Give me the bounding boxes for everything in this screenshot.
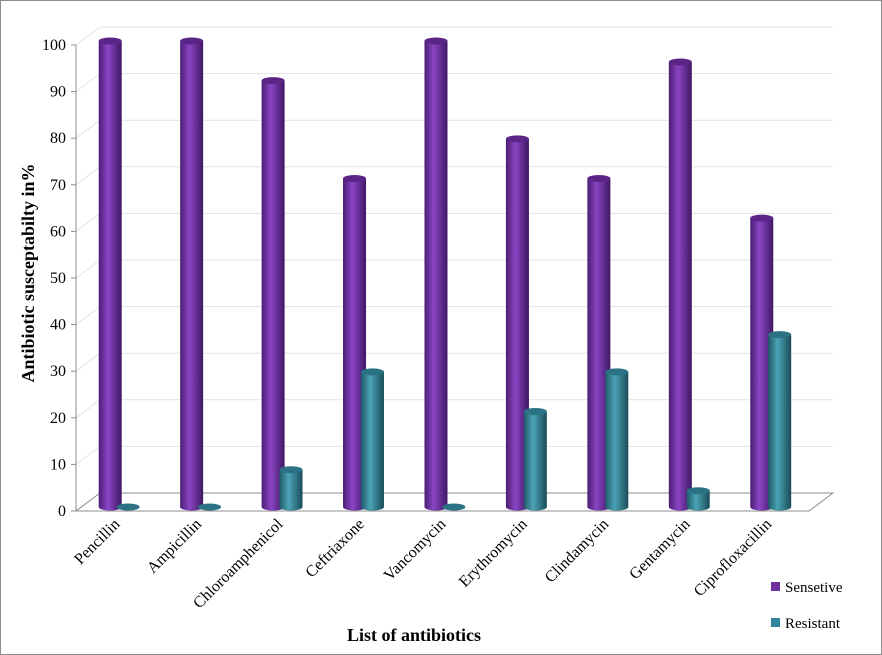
y-tick-label: 100: [42, 37, 66, 54]
bar: [116, 503, 140, 511]
gridline: [75, 352, 833, 372]
bar: [605, 368, 629, 511]
gridline: [75, 119, 833, 139]
bar: [343, 174, 367, 511]
gridlines: [75, 26, 833, 512]
bar: [587, 174, 611, 511]
bar: [505, 135, 529, 511]
gridline: [75, 445, 833, 465]
bar: [668, 58, 692, 511]
x-category-label: Vancomycin: [381, 516, 450, 585]
gridline: [75, 399, 833, 419]
x-axis-title: List of antibiotics: [347, 625, 481, 645]
y-tick-label: 90: [50, 84, 66, 101]
bar: [750, 214, 774, 511]
x-category-label: Pencillin: [71, 516, 123, 568]
x-category-label: Clindamycin: [542, 516, 612, 586]
bar: [198, 503, 222, 511]
y-tick-label: 60: [50, 223, 66, 240]
y-axis-title: Antibiotic susceptabilty in%: [18, 163, 38, 382]
x-category-label: Erythromycin: [456, 516, 531, 591]
gridline: [75, 306, 833, 326]
legend-item: Resistant: [771, 616, 841, 632]
bar: [98, 37, 122, 511]
legend-item: Sensetive: [771, 580, 843, 596]
legend-label: Sensetive: [785, 580, 843, 596]
legend-swatch: [771, 618, 780, 627]
y-tick-label: 70: [50, 177, 66, 194]
y-tick-label: 0: [58, 503, 66, 520]
bar: [424, 37, 448, 511]
bar: [686, 487, 710, 511]
bar: [523, 407, 547, 511]
y-tick-label: 80: [50, 130, 66, 147]
y-tick-label: 10: [50, 456, 66, 473]
bar: [279, 466, 303, 511]
gridline: [75, 259, 833, 279]
y-tick-label: 30: [50, 363, 66, 380]
gridline: [75, 166, 833, 186]
bar: [180, 37, 204, 511]
legend-label: Resistant: [785, 616, 841, 632]
x-category-label: Chloroamphenicol: [190, 515, 287, 612]
x-category-label: Gentamycin: [626, 516, 693, 583]
bars: [98, 37, 792, 511]
y-tick-label: 50: [50, 270, 66, 287]
gridline: [75, 212, 833, 232]
x-category-label: Ciprofloxacillin: [691, 516, 775, 600]
x-category-label: Ampicillin: [144, 516, 205, 577]
y-tick-label: 40: [50, 317, 66, 334]
gridline: [75, 26, 833, 46]
bar: [442, 503, 466, 511]
legend-swatch: [771, 582, 780, 591]
gridline: [75, 73, 833, 92]
legend: Sensetive Resistant: [771, 580, 843, 632]
x-category-label: Ceftriaxone: [302, 516, 367, 581]
bar: [261, 77, 285, 511]
bar: [768, 331, 792, 511]
y-tick-labels: 0 10 20 30 40 50 60 70 80 90 100: [42, 37, 66, 520]
y-tick-label: 20: [50, 410, 66, 427]
bar: [360, 368, 384, 511]
